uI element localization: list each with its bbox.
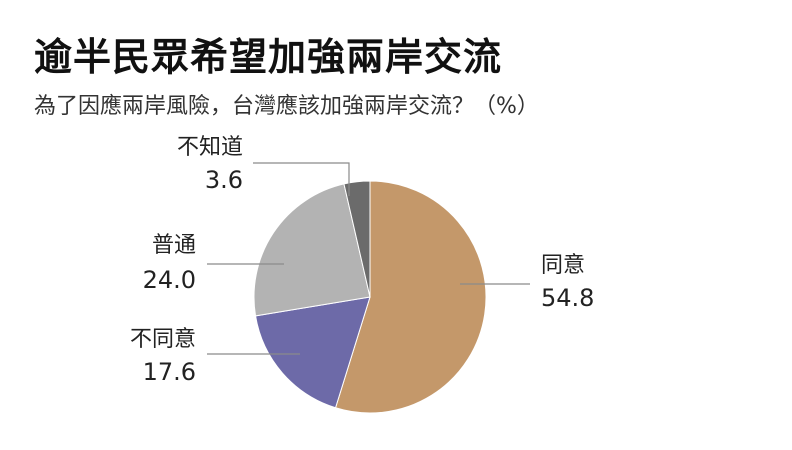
label-neutral-name: 普通 — [152, 233, 196, 258]
label-neutral-value: 24.0 — [143, 266, 196, 294]
slice-agree — [334, 180, 487, 414]
label-disagree-name: 不同意 — [130, 327, 196, 352]
label-unknown-name: 不知道 — [177, 135, 243, 160]
leader-unknown — [253, 162, 350, 196]
label-agree-value: 54.8 — [541, 284, 594, 312]
chart-title: 逾半民眾希望加強兩岸交流 — [34, 35, 503, 79]
label-agree-name: 同意 — [541, 253, 585, 278]
label-unknown-value: 3.6 — [205, 166, 243, 194]
chart-subtitle: 為了因應兩岸風險，台灣應該加強兩岸交流？（%） — [34, 94, 539, 119]
slice-disagree — [254, 296, 371, 409]
slice-neutral — [253, 183, 371, 317]
slice-unknown — [343, 180, 371, 298]
label-disagree-value: 17.6 — [143, 358, 196, 386]
